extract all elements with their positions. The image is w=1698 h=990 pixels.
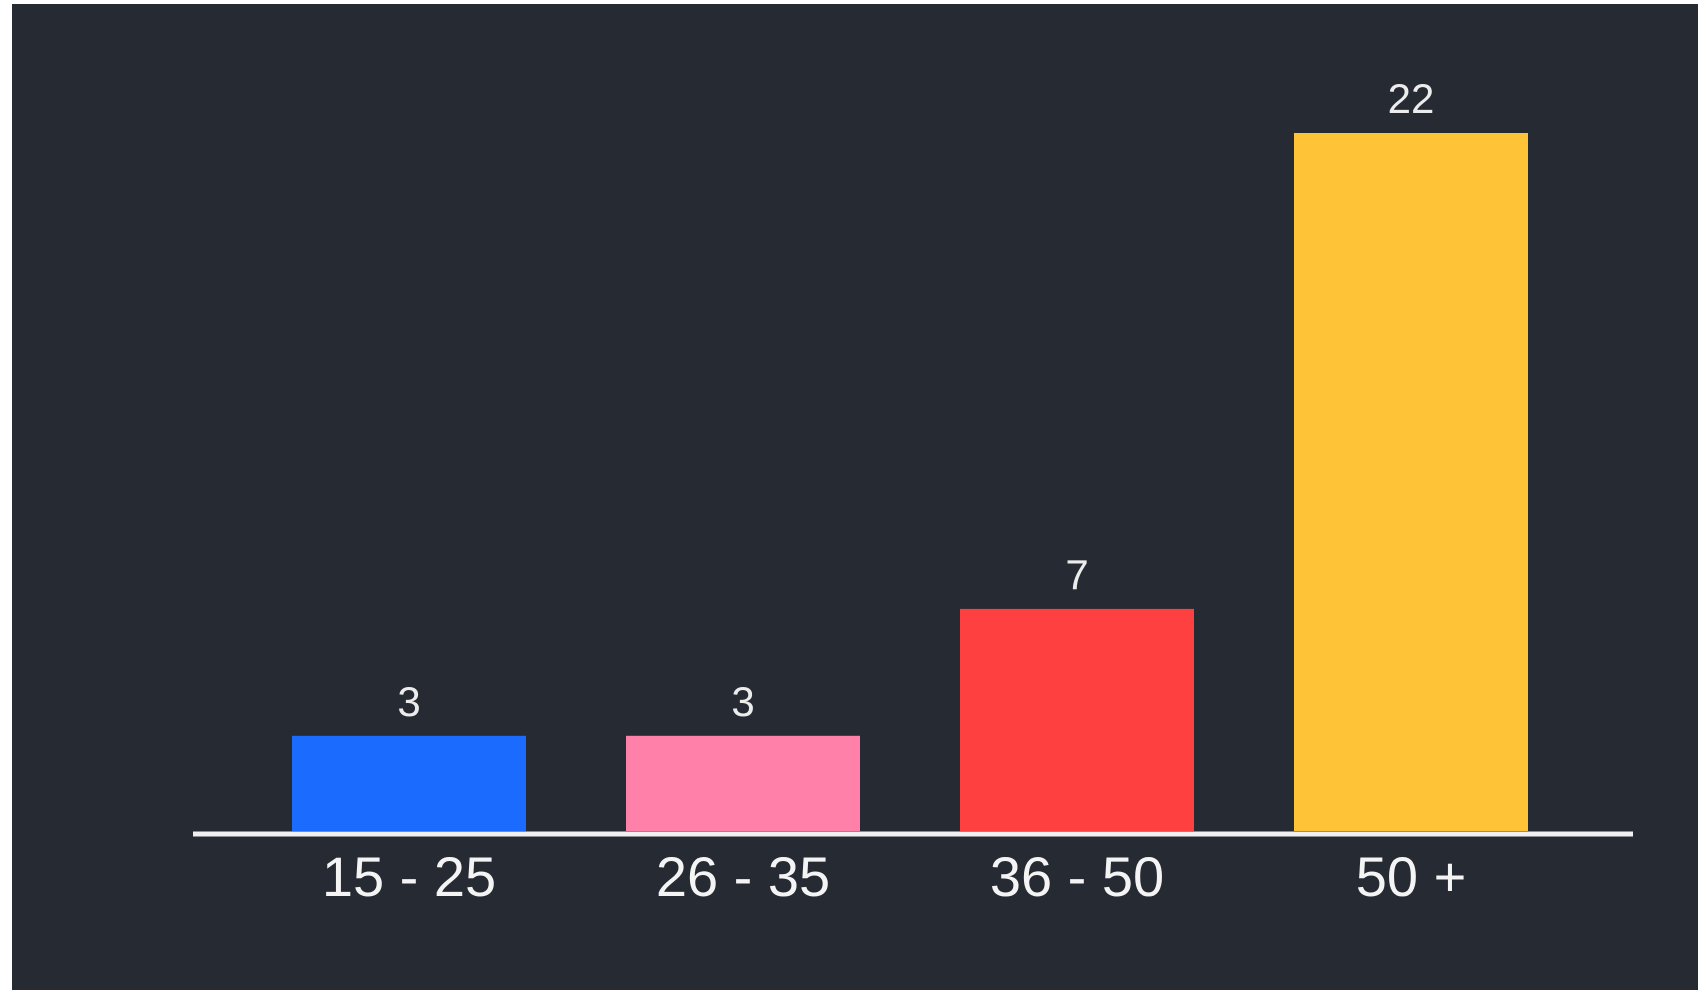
bars-group — [292, 133, 1528, 831]
bar-36-50 — [960, 608, 1194, 831]
bar-chart: 3 3 7 22 15 - 25 26 - 35 36 - 50 50 + — [193, 75, 1633, 908]
value-label-26-35: 3 — [731, 678, 754, 725]
tick-label-26-35: 26 - 35 — [656, 845, 830, 908]
value-labels-group: 3 3 7 22 — [397, 75, 1434, 725]
chart-frame: 3 3 7 22 15 - 25 26 - 35 36 - 50 50 + — [12, 4, 1698, 990]
value-label-36-50: 7 — [1065, 551, 1088, 598]
tick-labels-group: 15 - 25 26 - 35 36 - 50 50 + — [322, 845, 1466, 908]
bar-50 — [1294, 133, 1528, 831]
value-label-15-25: 3 — [397, 678, 420, 725]
bar-15-25 — [292, 735, 526, 831]
tick-label-15-25: 15 - 25 — [322, 845, 496, 908]
bar-26-35 — [626, 735, 860, 831]
value-label-50: 22 — [1388, 75, 1435, 122]
tick-label-36-50: 36 - 50 — [990, 845, 1164, 908]
tick-label-50: 50 + — [1356, 845, 1467, 908]
